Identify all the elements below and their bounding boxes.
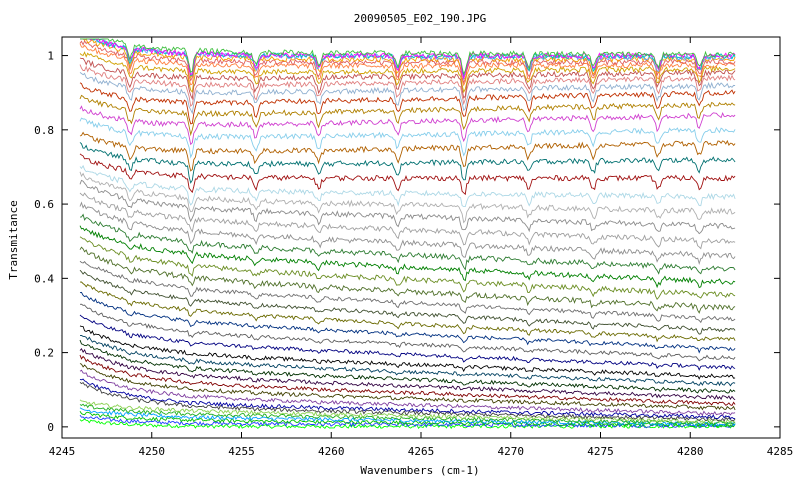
y-tick-label: 0 (47, 421, 54, 434)
series-line (79, 94, 736, 137)
x-tick-label: 4285 (767, 445, 794, 458)
series-line (79, 303, 736, 362)
series-line (79, 381, 736, 422)
series-line (80, 38, 736, 80)
y-tick-label: 1 (47, 50, 54, 63)
series-line (80, 38, 736, 76)
x-axis-label: Wavenumbers (cm-1) (360, 464, 479, 477)
series-line (79, 179, 736, 235)
plot-frame (61, 36, 781, 439)
series-line (79, 117, 736, 159)
series-line (79, 105, 736, 146)
series-line (79, 153, 736, 196)
series-line (79, 246, 736, 314)
series-line (79, 378, 736, 420)
x-tick-label: 4280 (677, 445, 704, 458)
series-line (79, 72, 736, 115)
series-line (79, 171, 736, 224)
series-line (79, 269, 736, 335)
series-line (79, 164, 736, 208)
series-layer (79, 38, 736, 430)
chart-title: 20090505_E02_190.JPG (354, 12, 486, 25)
y-tick-label: 0.2 (34, 347, 54, 360)
series-line (79, 339, 736, 394)
series-line (79, 403, 736, 426)
y-tick-label: 0.8 (34, 124, 54, 137)
series-line (79, 399, 736, 425)
y-axis: 0 0.2 0.4 0.6 0.8 1 (34, 50, 780, 434)
series-line (79, 291, 736, 354)
series-line (79, 142, 736, 184)
series-line (79, 281, 736, 343)
series-line (79, 260, 736, 324)
series-line (79, 354, 736, 406)
series-line (79, 131, 736, 172)
series-line (79, 335, 736, 387)
series-line (79, 201, 736, 266)
series-line (79, 325, 736, 380)
series-line (79, 225, 736, 289)
series-line (79, 64, 736, 108)
y-tick-label: 0.6 (34, 198, 54, 211)
y-axis-label: Transmitance (7, 200, 20, 279)
y-tick-label: 0.4 (34, 272, 54, 285)
x-tick-label: 4270 (498, 445, 525, 458)
series-line (79, 314, 736, 371)
x-tick-label: 4265 (408, 445, 435, 458)
series-line (79, 51, 736, 94)
series-line (79, 43, 736, 87)
series-line (79, 213, 736, 275)
series-line (79, 82, 736, 125)
series-line (79, 369, 736, 417)
series-line (79, 192, 736, 250)
series-line (79, 57, 736, 101)
x-tick-label: 4275 (587, 445, 614, 458)
x-axis: 4245 4250 4255 4260 4265 4270 4275 4280 4285 (49, 37, 794, 458)
series-line (79, 410, 736, 428)
x-tick-label: 4250 (139, 445, 166, 458)
x-tick-label: 4260 (318, 445, 345, 458)
series-line (79, 347, 736, 401)
x-tick-label: 4255 (228, 445, 255, 458)
series-line (79, 363, 736, 411)
series-line (79, 236, 736, 300)
series-line (79, 418, 736, 430)
x-tick-label: 4245 (49, 445, 76, 458)
